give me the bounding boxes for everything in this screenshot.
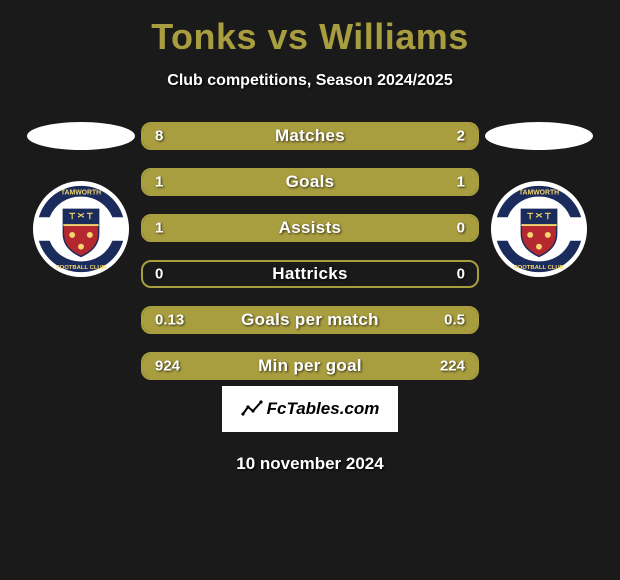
club-badge-icon: TAMWORTH FOOTBALL CLUB xyxy=(32,180,130,278)
page-title: Tonks vs Williams xyxy=(151,16,469,58)
stat-value-left: 1 xyxy=(155,174,163,191)
main-row: TAMWORTH FOOTBALL CLUB Matches82Goals11A… xyxy=(0,122,620,380)
player-right-col: TAMWORTH FOOTBALL CLUB xyxy=(479,122,599,278)
stat-bar: Hattricks0 0 xyxy=(141,260,479,288)
stats-column: Matches82Goals11Assists10Hattricks00Goal… xyxy=(141,122,479,380)
stat-bar: Min per goal924 224 xyxy=(141,352,479,380)
player-left-club-badge: TAMWORTH FOOTBALL CLUB xyxy=(32,180,130,278)
stat-label: Goals xyxy=(143,172,477,192)
brand-text: FcTables.com xyxy=(267,399,380,419)
player-left-avatar xyxy=(27,122,135,150)
stat-bar: Assists1 0 xyxy=(141,214,479,242)
brand-link[interactable]: FcTables.com xyxy=(222,386,398,432)
stat-value-right: 224 xyxy=(440,358,465,375)
comparison-card: Tonks vs Williams Club competitions, Sea… xyxy=(0,0,620,580)
player-left-col: TAMWORTH FOOTBALL CLUB xyxy=(21,122,141,278)
stat-bar: Goals per match0.13 0.5 xyxy=(141,306,479,334)
stat-label: Hattricks xyxy=(143,264,477,284)
stat-value-right: 0.5 xyxy=(444,312,465,329)
stat-value-left: 8 xyxy=(155,128,163,145)
stat-value-left: 0.13 xyxy=(155,312,184,329)
svg-text:FOOTBALL CLUB: FOOTBALL CLUB xyxy=(56,265,106,271)
stat-label: Min per goal xyxy=(143,356,477,376)
club-badge-icon: TAMWORTH FOOTBALL CLUB xyxy=(490,180,588,278)
brand-label: FcTables.com xyxy=(241,399,380,419)
stat-value-right: 1 xyxy=(457,174,465,191)
date-label: 10 november 2024 xyxy=(236,454,383,474)
stat-value-left: 1 xyxy=(155,220,163,237)
player-right-avatar xyxy=(485,122,593,150)
stat-bar: Matches8 2 xyxy=(141,122,479,150)
stat-value-left: 924 xyxy=(155,358,180,375)
stat-label: Assists xyxy=(143,218,477,238)
player-right-club-badge: TAMWORTH FOOTBALL CLUB xyxy=(490,180,588,278)
stat-label: Goals per match xyxy=(143,310,477,330)
svg-text:FOOTBALL CLUB: FOOTBALL CLUB xyxy=(514,265,564,271)
stat-value-right: 2 xyxy=(457,128,465,145)
stat-value-right: 0 xyxy=(457,220,465,237)
stat-value-right: 0 xyxy=(457,266,465,283)
svg-text:TAMWORTH: TAMWORTH xyxy=(61,190,101,197)
stat-bar: Goals1 1 xyxy=(141,168,479,196)
stat-label: Matches xyxy=(143,126,477,146)
svg-text:TAMWORTH: TAMWORTH xyxy=(519,190,559,197)
brand-logo-icon xyxy=(241,400,263,418)
stat-value-left: 0 xyxy=(155,266,163,283)
page-subtitle: Club competitions, Season 2024/2025 xyxy=(167,72,452,90)
